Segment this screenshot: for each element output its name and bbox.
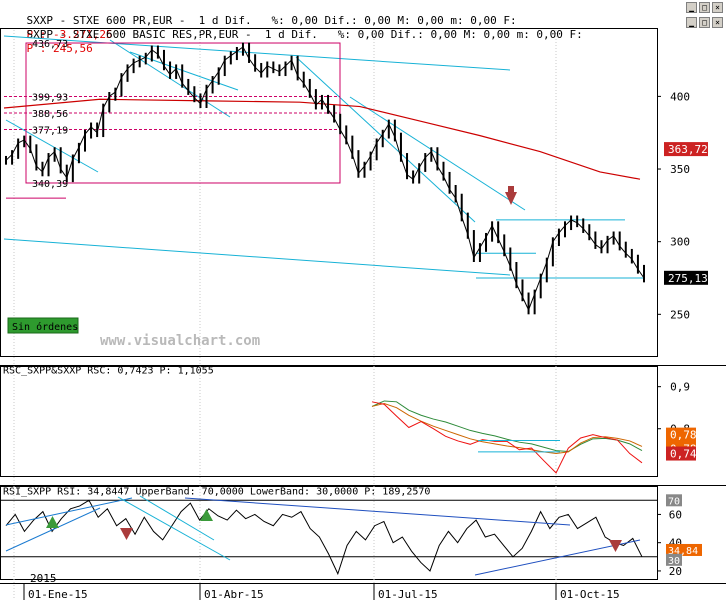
minimize-icon-2[interactable]: ▁ <box>686 17 697 28</box>
down-arrow-icon <box>505 192 517 205</box>
x-tick-label: 01-Ene-15 <box>28 588 88 601</box>
price-tag-label: 363,72 <box>668 143 708 156</box>
y-tick-label: 0,9 <box>670 381 690 394</box>
rsi-tag <box>666 543 702 556</box>
down-arrow-icon <box>120 528 133 540</box>
rsi-tag-label: 70 <box>668 496 680 507</box>
fib-level-label: 377,19 <box>32 126 68 137</box>
rsi-trend-line-0 <box>5 507 101 552</box>
fib-level-label: 399,93 <box>32 92 68 103</box>
panel-frame-3 <box>0 486 658 580</box>
price-tag <box>664 142 708 157</box>
price-tag-label: 275,13 <box>668 272 708 285</box>
maximize-icon-2[interactable]: □ <box>699 17 710 28</box>
rsi-tag-label: 34,84 <box>668 546 698 557</box>
moving-average-line <box>3 98 641 180</box>
header-line-1: SXXP - STXE 600 PR,EUR - 1 d Dif. %: 0,0… <box>0 0 726 41</box>
x-tick-label: 01-Oct-15 <box>560 588 620 601</box>
price-tag <box>664 270 708 285</box>
sin-ordenes-button[interactable] <box>7 317 79 334</box>
maximize-icon[interactable]: □ <box>699 2 710 13</box>
watermark: www.visualchart.com <box>100 333 260 349</box>
year-label: 2015 <box>30 572 57 585</box>
rsi-tag <box>666 553 682 566</box>
rsi-line <box>5 499 643 576</box>
trend-channel-5 <box>295 56 476 223</box>
rsi-title: RSI_SXPP RSI: 34,8447 UpperBand: 70,0000… <box>3 486 430 497</box>
rsi-tag <box>666 494 682 507</box>
rsi-trend-line-1 <box>5 497 133 526</box>
panel-frame-1 <box>0 28 658 357</box>
y-tick-label: 350 <box>670 163 690 176</box>
fib-level-label: 436,73 <box>32 39 68 50</box>
y-tick-label: 250 <box>670 308 690 321</box>
header-line-2: SXPP - STXE 600 BASIC RES,PR,EUR - 1 d D… <box>0 14 726 55</box>
down-arrow-icon <box>609 540 622 552</box>
trend-channel-4 <box>129 51 239 91</box>
rsc-tag-label: 0,74 <box>670 448 697 461</box>
close-icon[interactable]: × <box>712 2 723 13</box>
x-tick-label: 01-Abr-15 <box>204 588 264 601</box>
fib-level-label: 388,56 <box>32 109 68 120</box>
trend-channel-1 <box>3 238 511 276</box>
fib-level-label: 340,39 <box>32 179 68 190</box>
rsi-trend-line-4 <box>184 497 571 526</box>
header-1-text: SXXP - STXE 600 PR,EUR - 1 d Dif. %: 0,0… <box>26 14 517 27</box>
minimize-icon[interactable]: ▁ <box>686 2 697 13</box>
rsi-trend-line-3 <box>139 495 215 541</box>
header-2-value: P : 245,56 <box>26 42 93 55</box>
sin-ordenes-label: Sin órdenes <box>12 321 78 333</box>
rsi-tag-label: 30 <box>668 556 680 567</box>
rsc-tag <box>666 446 696 461</box>
up-arrow-icon <box>46 516 59 528</box>
rsc-title: RSC_SXPP&SXXP RSC: 0,7423 P: 1,1055 <box>3 365 214 376</box>
y-tick-label: 60 <box>669 508 682 521</box>
rsc-series-line <box>371 401 643 474</box>
trend-channel-2 <box>5 119 99 173</box>
rsc-tag <box>666 427 696 442</box>
y-tick-label: 300 <box>670 236 690 249</box>
rsc-series-line <box>371 402 643 455</box>
header-2-text: SXPP - STXE 600 BASIC RES,PR,EUR - 1 d D… <box>26 28 583 41</box>
rsc-tag-label: 0,78 <box>670 429 697 442</box>
price-line <box>5 46 645 312</box>
rsi-trend-line-2 <box>117 496 231 561</box>
up-arrow-icon <box>200 509 213 521</box>
trend-channel-0 <box>3 35 511 71</box>
header-1-value: P : -3.271,25 <box>26 28 113 41</box>
y-tick-label: 20 <box>669 565 682 578</box>
y-tick-label: 400 <box>670 90 690 103</box>
x-tick-label: 01-Jul-15 <box>378 588 438 601</box>
panel-frame-2 <box>0 366 658 477</box>
down-arrow-icon-stem <box>508 186 514 193</box>
rsc-series-line <box>371 400 643 452</box>
close-icon-2[interactable]: × <box>712 17 723 28</box>
